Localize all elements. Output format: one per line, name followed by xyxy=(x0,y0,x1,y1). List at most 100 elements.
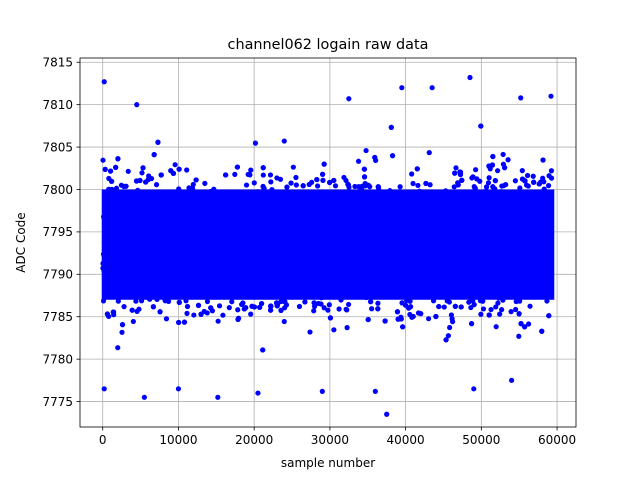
scatter-point xyxy=(346,96,352,102)
scatter-point xyxy=(426,150,432,156)
scatter-point xyxy=(428,204,434,210)
scatter-point xyxy=(461,281,468,287)
scatter-point xyxy=(306,181,312,188)
scatter-point xyxy=(232,273,238,279)
scatter-point xyxy=(467,250,473,257)
scatter-point xyxy=(239,301,245,308)
scatter-point xyxy=(113,164,119,170)
scatter-point xyxy=(476,236,483,242)
scatter-point xyxy=(148,246,154,252)
scatter-point xyxy=(334,208,340,214)
scatter-point xyxy=(162,298,168,304)
scatter-point xyxy=(358,243,365,249)
scatter-point xyxy=(206,261,212,267)
scatter-point xyxy=(394,309,401,315)
scatter-point xyxy=(149,239,155,245)
scatter-point xyxy=(502,165,508,171)
scatter-point xyxy=(151,208,158,214)
scatter-point xyxy=(195,291,201,297)
scatter-point xyxy=(430,298,437,304)
scatter-point xyxy=(329,202,335,208)
scatter-point xyxy=(127,225,133,231)
scatter-point xyxy=(363,251,369,258)
scatter-point xyxy=(486,235,492,241)
scatter-point xyxy=(498,221,505,227)
scatter-point xyxy=(320,264,326,270)
scatter-point xyxy=(456,224,462,230)
scatter-point xyxy=(474,176,480,182)
scatter-point xyxy=(230,231,236,238)
scatter-point xyxy=(285,275,291,281)
scatter-point xyxy=(429,265,435,271)
scatter-point xyxy=(289,262,295,269)
scatter-point xyxy=(479,225,485,231)
scatter-point xyxy=(114,280,120,286)
scatter-point xyxy=(400,324,406,330)
scatter-point xyxy=(363,147,369,154)
scatter-point xyxy=(173,268,179,274)
scatter-point xyxy=(373,230,379,236)
scatter-point xyxy=(134,308,140,314)
scatter-point xyxy=(534,217,540,223)
scatter-point xyxy=(365,316,371,323)
chart-title: channel062 logain raw data xyxy=(228,37,429,53)
scatter-point xyxy=(457,269,463,275)
scatter-point xyxy=(139,283,146,289)
scatter-point xyxy=(316,290,323,296)
scatter-point xyxy=(121,207,127,213)
scatter-point xyxy=(200,266,206,272)
scatter-point xyxy=(487,223,493,229)
scatter-point xyxy=(376,224,382,230)
scatter-point xyxy=(206,237,212,243)
scatter-point xyxy=(345,181,351,187)
scatter-point xyxy=(440,220,446,226)
scatter-point xyxy=(285,288,291,294)
scatter-point xyxy=(193,203,199,209)
scatter-point xyxy=(163,316,170,322)
scatter-point xyxy=(220,273,227,279)
scatter-point xyxy=(525,267,531,273)
scatter-point xyxy=(508,293,514,299)
scatter-point xyxy=(471,193,478,199)
scatter-point xyxy=(311,300,317,306)
scatter-point xyxy=(441,272,447,279)
scatter-point xyxy=(388,240,395,246)
scatter-point xyxy=(243,182,250,188)
scatter-point xyxy=(518,321,524,327)
scatter-point xyxy=(181,261,187,267)
scatter-point xyxy=(411,269,417,276)
y-tick-label: 7815 xyxy=(42,56,73,70)
scatter-point xyxy=(515,202,522,208)
scatter-point xyxy=(123,277,129,283)
scatter-point xyxy=(341,174,347,181)
scatter-point xyxy=(155,139,161,145)
scatter-point xyxy=(227,202,234,209)
scatter-point xyxy=(179,243,186,250)
scatter-point xyxy=(462,235,468,241)
scatter-point xyxy=(287,241,293,247)
scatter-point xyxy=(357,218,363,225)
scatter-point xyxy=(140,247,146,253)
scatter-point xyxy=(491,192,497,198)
scatter-point xyxy=(288,220,294,226)
scatter-point xyxy=(546,173,552,179)
scatter-point xyxy=(125,272,131,278)
scatter-point xyxy=(383,230,389,237)
scatter-point xyxy=(492,178,498,184)
scatter-point xyxy=(548,93,554,99)
scatter-point xyxy=(184,245,190,251)
scatter-point xyxy=(483,219,489,226)
scatter-point xyxy=(499,256,505,262)
scatter-point xyxy=(363,294,369,301)
scatter-point xyxy=(214,253,221,259)
scatter-point xyxy=(310,231,316,237)
scatter-point xyxy=(214,218,220,224)
scatter-point xyxy=(517,185,523,191)
scatter-point xyxy=(546,255,552,261)
scatter-point xyxy=(495,214,502,220)
scatter-point xyxy=(199,230,205,236)
scatter-point xyxy=(305,290,311,296)
scatter-point xyxy=(254,198,261,204)
scatter-point xyxy=(466,203,472,209)
